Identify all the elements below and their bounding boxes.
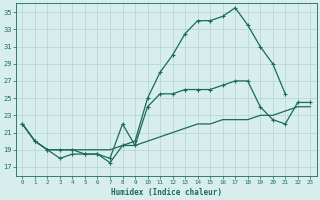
X-axis label: Humidex (Indice chaleur): Humidex (Indice chaleur) [111,188,222,197]
